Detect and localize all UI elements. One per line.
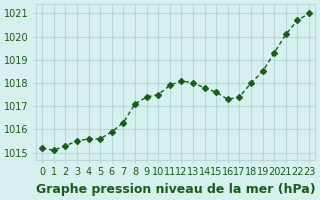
X-axis label: Graphe pression niveau de la mer (hPa): Graphe pression niveau de la mer (hPa) xyxy=(36,183,316,196)
